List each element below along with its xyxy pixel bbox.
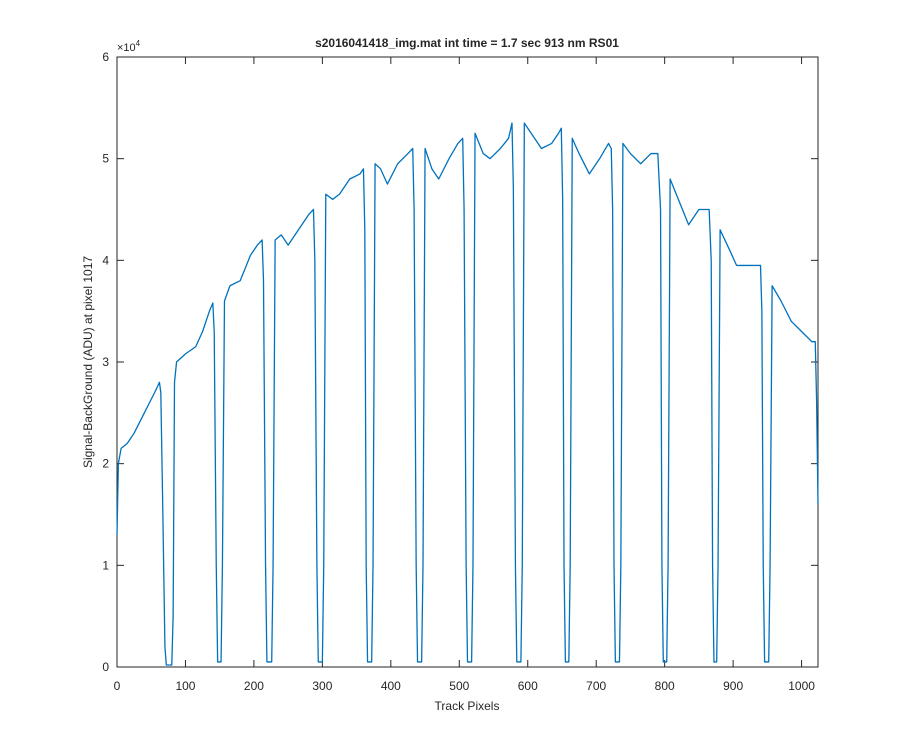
y-multiplier-exp: 4	[136, 39, 141, 48]
x-axis-label: Track Pixels	[435, 699, 500, 713]
y-multiplier-base: ×10	[117, 42, 136, 54]
x-tick-label: 600	[518, 679, 538, 693]
data-line	[116, 122, 819, 666]
x-tick-label: 500	[449, 679, 469, 693]
x-tick-label: 0	[114, 679, 121, 693]
x-tick-label: 100	[175, 679, 195, 693]
x-tick-label: 900	[723, 679, 743, 693]
y-tick-label: 3	[102, 355, 109, 369]
y-tick-label: 4	[102, 253, 109, 267]
x-tick-label: 1000	[788, 679, 815, 693]
y-tick-label: 0	[102, 660, 109, 674]
x-tick-label: 300	[312, 679, 332, 693]
chart-title: s2016041418_img.mat int time = 1.7 sec 9…	[315, 36, 619, 50]
x-tick-label: 800	[655, 679, 675, 693]
y-tick-label: 1	[102, 558, 109, 572]
y-tick-label: 2	[102, 457, 109, 471]
y-multiplier: ×104	[117, 39, 141, 54]
x-tick-label: 200	[244, 679, 264, 693]
x-tick-label: 400	[381, 679, 401, 693]
y-tick-label: 6	[102, 50, 109, 64]
y-axis-label: Signal-BackGround (ADU) at pixel 1017	[81, 256, 95, 468]
y-tick-label: 5	[102, 152, 109, 166]
x-tick-label: 700	[586, 679, 606, 693]
